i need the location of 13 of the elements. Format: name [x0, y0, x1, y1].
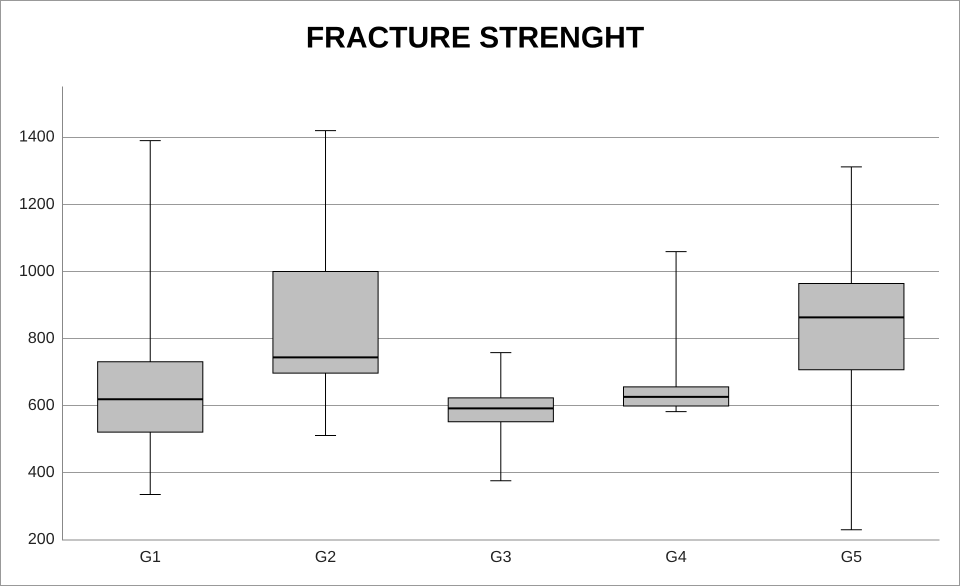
- x-tick-label: G5: [840, 548, 862, 566]
- y-tick-label: 1000: [19, 262, 55, 280]
- y-tick-label: 400: [28, 464, 55, 482]
- y-tick-label: 1200: [19, 196, 55, 213]
- y-tick-label: 200: [28, 531, 55, 548]
- x-tick-label: G3: [490, 548, 512, 566]
- y-tick-label: 800: [28, 330, 55, 347]
- y-tick-label: 600: [28, 397, 55, 414]
- chart-title: FRACTURE STRENGHT: [306, 21, 644, 54]
- y-tick-label: 1400: [19, 128, 55, 146]
- x-tick-label: G2: [314, 548, 336, 566]
- x-tick-label: G4: [665, 548, 687, 566]
- x-tick-label: G1: [140, 548, 162, 566]
